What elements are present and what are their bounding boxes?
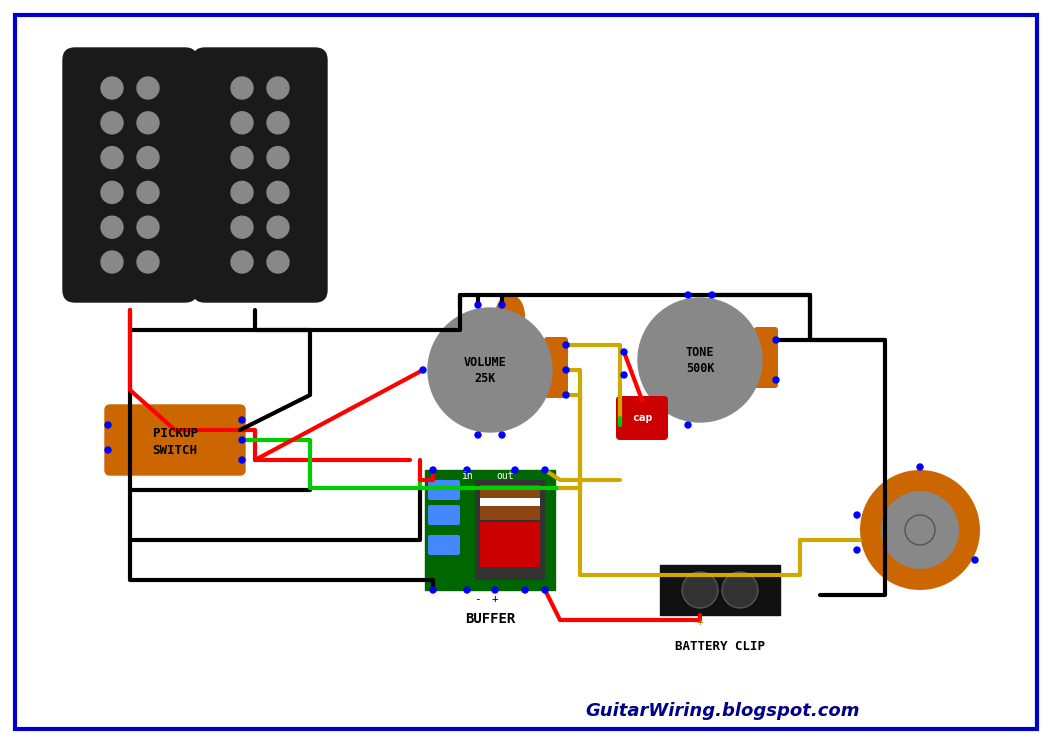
Circle shape [267,112,289,134]
Text: SWITCH: SWITCH [153,443,198,457]
Circle shape [499,432,505,438]
Circle shape [905,515,935,545]
Text: PICKUP: PICKUP [153,426,198,440]
Text: 500K: 500K [686,362,714,374]
Circle shape [464,467,470,473]
Circle shape [492,587,498,593]
Ellipse shape [495,295,525,338]
Circle shape [239,417,245,423]
Circle shape [682,572,719,608]
FancyBboxPatch shape [754,327,778,388]
FancyBboxPatch shape [616,396,668,440]
Circle shape [476,302,481,308]
Text: -: - [739,617,746,627]
Text: 25K: 25K [474,371,495,385]
Circle shape [464,587,470,593]
Circle shape [137,251,159,273]
Circle shape [267,182,289,203]
Circle shape [231,217,252,238]
Circle shape [621,372,627,378]
Circle shape [972,557,978,563]
Text: -: - [473,594,481,604]
Circle shape [231,251,252,273]
Circle shape [267,147,289,169]
Circle shape [917,464,923,470]
Bar [476,480,545,580]
Text: TONE: TONE [686,345,714,359]
Circle shape [231,182,252,203]
Bar [480,498,540,506]
Circle shape [563,392,569,398]
Text: BATTERY CLIP: BATTERY CLIP [675,640,765,653]
Circle shape [476,432,481,438]
Circle shape [137,147,159,169]
Text: cap: cap [632,413,652,423]
Circle shape [267,251,289,273]
Circle shape [773,337,778,343]
FancyBboxPatch shape [428,535,460,555]
FancyBboxPatch shape [428,480,460,500]
Circle shape [499,302,505,308]
Circle shape [239,457,245,463]
Circle shape [638,298,762,422]
Circle shape [722,572,758,608]
Text: GuitarWiring.blogspot.com: GuitarWiring.blogspot.com [586,702,859,720]
Circle shape [430,587,436,593]
Circle shape [137,217,159,238]
Circle shape [137,112,159,134]
Bar [480,485,540,520]
Circle shape [563,367,569,373]
Circle shape [621,349,627,355]
Circle shape [881,491,959,569]
Bar [480,522,540,567]
Circle shape [267,77,289,99]
Circle shape [542,467,548,473]
Circle shape [854,512,859,518]
Text: in: in [461,471,473,481]
Circle shape [137,182,159,203]
Circle shape [105,422,112,428]
Circle shape [685,422,691,428]
Circle shape [709,292,715,298]
Text: out: out [497,471,513,481]
Circle shape [231,77,252,99]
Circle shape [101,77,123,99]
Text: BUFFER: BUFFER [465,612,515,626]
Bar [660,565,780,615]
Circle shape [101,182,123,203]
Circle shape [231,112,252,134]
Circle shape [685,292,691,298]
Text: VOLUME: VOLUME [464,356,506,368]
FancyBboxPatch shape [544,337,568,398]
Circle shape [105,447,112,453]
Circle shape [859,470,980,590]
Circle shape [267,217,289,238]
Circle shape [542,587,548,593]
Circle shape [512,467,518,473]
FancyBboxPatch shape [105,405,245,475]
Text: +: + [696,617,704,627]
FancyBboxPatch shape [428,505,460,525]
Circle shape [101,147,123,169]
FancyBboxPatch shape [63,48,197,302]
Circle shape [420,367,426,373]
Circle shape [430,467,436,473]
Circle shape [522,587,528,593]
Circle shape [231,147,252,169]
Circle shape [563,342,569,348]
Circle shape [137,77,159,99]
Circle shape [773,377,778,383]
FancyBboxPatch shape [193,48,327,302]
Circle shape [101,217,123,238]
Circle shape [101,112,123,134]
Circle shape [239,437,245,443]
Circle shape [101,251,123,273]
Circle shape [854,547,859,553]
Circle shape [428,308,552,432]
Text: +: + [491,594,499,604]
Bar [425,470,555,590]
